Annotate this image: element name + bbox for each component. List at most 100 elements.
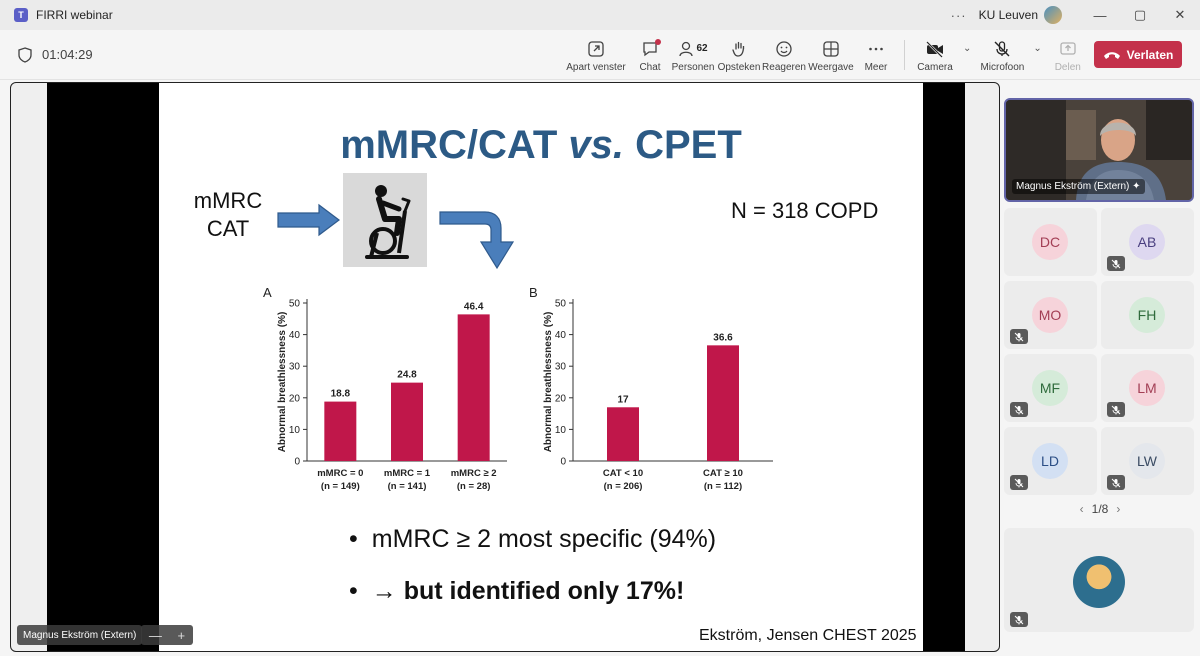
slide-title: mMRC/CAT vs. CPET <box>159 123 923 168</box>
participant-avatar: AB <box>1129 224 1165 260</box>
self-view-tile[interactable] <box>1004 528 1194 632</box>
chat-label: Chat <box>639 61 661 73</box>
mic-off-icon <box>993 38 1011 60</box>
mic-button[interactable]: Microfoon <box>977 30 1027 80</box>
react-label: Reageren <box>762 61 806 73</box>
screen-share-area: mMRC/CAT vs. CPET mMRC CAT <box>47 83 965 651</box>
meeting-controls: Apart venster Chat 62 Personen Opsteken <box>562 30 1088 80</box>
zoom-controls: — + <box>141 625 193 645</box>
pager-count: 1/8 <box>1091 502 1109 516</box>
arrow-right-icon <box>277 203 340 237</box>
zoom-in-button[interactable]: + <box>177 627 186 643</box>
org-avatar[interactable] <box>1044 6 1062 24</box>
toolbar-divider <box>904 40 905 70</box>
x-tick-sublabel: (n = 141) <box>388 481 427 492</box>
mic-muted-icon <box>1107 402 1125 417</box>
chat-button[interactable]: Chat <box>630 30 670 80</box>
window-title: FIRRI webinar <box>36 8 113 22</box>
leave-button[interactable]: Verlaten <box>1094 41 1182 68</box>
y-tick-label: 30 <box>555 362 567 373</box>
camera-off-icon <box>925 38 945 60</box>
view-button[interactable]: Weergave <box>806 30 856 80</box>
share-icon <box>1059 38 1077 60</box>
bar <box>607 407 639 461</box>
camera-button[interactable]: Camera <box>913 30 957 80</box>
participant-pager: ‹ 1/8 › <box>1002 502 1198 516</box>
participant-avatar: MF <box>1032 370 1068 406</box>
participant-avatar: LD <box>1032 443 1068 479</box>
x-tick-label: CAT < 10 <box>603 468 643 479</box>
bar-value-label: 17 <box>617 394 629 405</box>
share-button[interactable]: Delen <box>1048 30 1088 80</box>
chat-icon <box>641 38 661 60</box>
meeting-toolbar: 01:04:29 Apart venster Chat 62 Personen <box>0 30 1200 80</box>
y-tick-label: 10 <box>555 425 567 436</box>
title-bar: T FIRRI webinar ··· KU Leuven — ▢ ✕ <box>0 0 1200 30</box>
pin-icon: ✦ <box>1132 181 1141 192</box>
popout-label: Apart venster <box>566 61 626 73</box>
camera-options-chevron-icon[interactable]: ⌄ <box>963 42 972 54</box>
people-label: Personen <box>671 61 715 73</box>
x-tick-label: mMRC = 1 <box>384 468 431 479</box>
mic-muted-icon <box>1010 475 1028 490</box>
x-tick-label: mMRC = 0 <box>317 468 363 479</box>
bullet-specificity: • mMRC ≥ 2 most specific (94%) <box>349 525 716 554</box>
title-bar-right: ··· KU Leuven — ▢ ✕ <box>951 0 1200 30</box>
close-window-button[interactable]: ✕ <box>1174 7 1186 22</box>
bar <box>707 345 739 461</box>
bar-value-label: 18.8 <box>331 389 351 400</box>
participant-avatar: DC <box>1032 224 1068 260</box>
participant-tile[interactable]: LD <box>1004 427 1097 495</box>
more-options-icon[interactable]: ··· <box>950 7 967 23</box>
participants-panel: Magnus Ekström (Extern) ✦ DC AB MO FH MF LM LD… <box>1002 82 1200 656</box>
react-button[interactable]: Reageren <box>762 30 806 80</box>
arrow-down-curved-icon <box>439 211 515 270</box>
participant-tile[interactable]: LM <box>1101 354 1194 422</box>
participant-tile[interactable]: MF <box>1004 354 1097 422</box>
panel-label: B <box>529 285 538 300</box>
slide-questionnaire-labels: mMRC CAT <box>193 187 263 243</box>
shield-icon <box>18 46 32 63</box>
grid-icon <box>822 38 840 60</box>
y-tick-label: 10 <box>289 425 301 436</box>
camera-label: Camera <box>917 61 953 73</box>
bar-value-label: 36.6 <box>713 332 733 343</box>
more-button[interactable]: Meer <box>856 30 896 80</box>
mic-options-chevron-icon[interactable]: ⌄ <box>1033 42 1042 54</box>
y-tick-label: 50 <box>555 299 567 310</box>
org-name[interactable]: KU Leuven <box>978 8 1038 22</box>
bullet-identified: • → but identified only 17%! <box>349 577 684 606</box>
label-mmrc: mMRC <box>193 188 263 213</box>
popout-button[interactable]: Apart venster <box>562 30 630 80</box>
pager-next-chevron-icon[interactable]: › <box>1116 502 1121 516</box>
teams-logo-icon: T <box>14 8 28 22</box>
bar-value-label: 46.4 <box>464 301 484 312</box>
pager-prev-chevron-icon[interactable]: ‹ <box>1079 502 1084 516</box>
participant-tile[interactable]: DC <box>1004 208 1097 276</box>
people-count: 62 <box>696 43 708 54</box>
y-tick-label: 20 <box>555 393 567 404</box>
shared-screen-stage[interactable]: mMRC/CAT vs. CPET mMRC CAT <box>10 82 1000 652</box>
bullet-marker: • <box>349 577 358 605</box>
y-tick-label: 50 <box>289 299 301 310</box>
smiley-icon <box>775 38 793 60</box>
participant-tile[interactable]: MO <box>1004 281 1097 349</box>
bar <box>391 382 423 461</box>
participant-tile[interactable]: LW <box>1101 427 1194 495</box>
maximize-button[interactable]: ▢ <box>1133 7 1147 22</box>
x-tick-sublabel: (n = 28) <box>457 481 491 492</box>
active-speaker-tile[interactable]: Magnus Ekström (Extern) ✦ <box>1004 98 1194 202</box>
speaker-name: Magnus Ekström (Extern) <box>1016 181 1130 192</box>
y-tick-label: 20 <box>289 393 301 404</box>
raise-hand-button[interactable]: Opsteken <box>716 30 762 80</box>
sample-size-label: N = 318 COPD <box>731 198 879 223</box>
participant-tile[interactable]: AB <box>1101 208 1194 276</box>
people-button[interactable]: 62 Personen <box>670 30 716 80</box>
slide-title-part2: CPET <box>623 123 742 167</box>
zoom-out-button[interactable]: — <box>148 627 162 643</box>
participant-avatar: MO <box>1032 297 1068 333</box>
y-tick-label: 30 <box>289 362 301 373</box>
minimize-button[interactable]: — <box>1093 7 1107 23</box>
participant-tile[interactable]: FH <box>1101 281 1194 349</box>
meeting-timer: 01:04:29 <box>42 47 93 62</box>
